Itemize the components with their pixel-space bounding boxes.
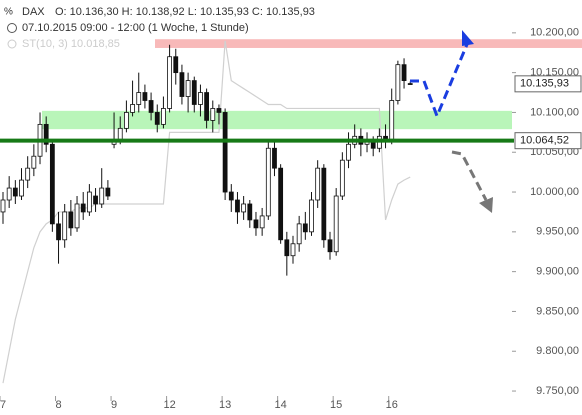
bearish-arrow (451, 150, 488, 201)
candle-body (56, 223, 61, 241)
candle-body (253, 219, 259, 229)
candle-body (105, 187, 111, 197)
candle-body (333, 195, 339, 253)
candle-body (80, 203, 86, 213)
forecast-arrows (410, 30, 493, 213)
candle-body (31, 155, 37, 169)
candle-body (284, 239, 290, 257)
candle-body (407, 83, 413, 85)
candle-body (93, 195, 98, 205)
candle-body (142, 92, 148, 101)
candle-body (241, 203, 247, 213)
candle-body (62, 211, 68, 241)
clock-icon (7, 23, 17, 33)
candle-body (86, 191, 92, 213)
candle-body (222, 112, 228, 193)
candle-body (25, 167, 31, 181)
candle-body (327, 239, 333, 253)
indicator-value: 10.018,85 (71, 38, 120, 50)
x-tick-label: 8 (55, 399, 61, 411)
bullish-arrow (410, 41, 470, 121)
indicator-legend: ST(10, 3) 10.018,85 (22, 38, 120, 50)
candle-body (191, 80, 197, 105)
candle-body (235, 199, 240, 213)
x-tick-label: 16 (386, 399, 398, 411)
candle-body (228, 191, 234, 201)
candle-body (247, 203, 253, 221)
candle-body (49, 143, 55, 225)
candle-body (117, 127, 123, 141)
x-tick-label: 12 (163, 399, 175, 411)
y-tick-label: 10.200,00 (530, 27, 579, 39)
y-tick-label: 9.950,00 (536, 226, 579, 238)
zone-band (42, 110, 512, 130)
icon: % (4, 7, 13, 18)
candle-body (99, 187, 105, 205)
period: 07.10.2015 09:00 - 12:00 (1 Woche, 1 Stu… (22, 22, 249, 34)
candle-body (173, 56, 179, 74)
candle-body (315, 167, 321, 201)
candle-body (272, 147, 277, 169)
candle-body (148, 100, 154, 113)
candle-body (216, 108, 222, 113)
candle-body (74, 203, 80, 229)
candle-body (198, 92, 203, 105)
candle-body (185, 80, 191, 97)
y-tick-label: 10.000,00 (530, 186, 579, 198)
candle-body (339, 159, 345, 197)
price-label: 10.064,52 (520, 135, 569, 147)
x-tick-label: 14 (275, 399, 287, 411)
candle-body (259, 215, 265, 229)
candle-body (278, 167, 284, 241)
price-box (514, 132, 582, 150)
price-label: 10.135,93 (520, 78, 569, 90)
candle-body (12, 187, 18, 197)
candle-body (389, 100, 395, 141)
candle-body (296, 223, 302, 245)
candle-body (68, 211, 74, 229)
candle-body (130, 104, 135, 113)
y-tick-label: 9.800,00 (536, 345, 579, 357)
candle-body (321, 167, 327, 241)
y-tick-label: 9.850,00 (536, 305, 579, 317)
candle-body (161, 108, 166, 125)
indicator-name: ST(10, 3) (22, 38, 68, 50)
candle-body (309, 199, 314, 233)
candle-body (346, 143, 351, 161)
arrowhead (479, 197, 493, 213)
header: % DAX O: 10.136,30 H: 10.138,92 L: 10.13… (4, 6, 315, 50)
y-tick-label: 9.900,00 (536, 266, 579, 278)
plot-area: 10.200,0010.150,0010.100,0010.050,0010.0… (0, 27, 582, 411)
candle-body (167, 56, 172, 109)
y-tick-label: 9.750,00 (536, 385, 579, 397)
candle-body (154, 112, 160, 125)
indicator-icon (7, 39, 17, 49)
x-tick-label: 15 (330, 399, 342, 411)
ohlc: O: 10.136,30 H: 10.138,92 L: 10.135,93 C… (55, 6, 315, 18)
candle-body (0, 199, 6, 213)
candle-body (210, 108, 216, 121)
zone-band (155, 39, 582, 48)
candle-body (124, 112, 129, 129)
x-tick-label: 9 (111, 399, 117, 411)
candle-body (43, 123, 49, 145)
candle-body (401, 64, 407, 82)
candle-body (19, 179, 24, 197)
candle-body (395, 64, 401, 101)
candle-body (204, 92, 210, 121)
candle-body (290, 243, 296, 257)
candle-body (302, 223, 308, 233)
x-tick-label: 7 (0, 399, 6, 411)
price-box (514, 75, 582, 93)
candle-body (136, 92, 142, 105)
candle-body (265, 147, 271, 217)
candle-body (179, 72, 185, 97)
arrowhead (462, 30, 474, 46)
candle-body (6, 187, 12, 201)
symbol: DAX (22, 6, 45, 18)
x-tick-label: 13 (219, 399, 231, 411)
y-tick-label: 10.100,00 (530, 106, 579, 118)
